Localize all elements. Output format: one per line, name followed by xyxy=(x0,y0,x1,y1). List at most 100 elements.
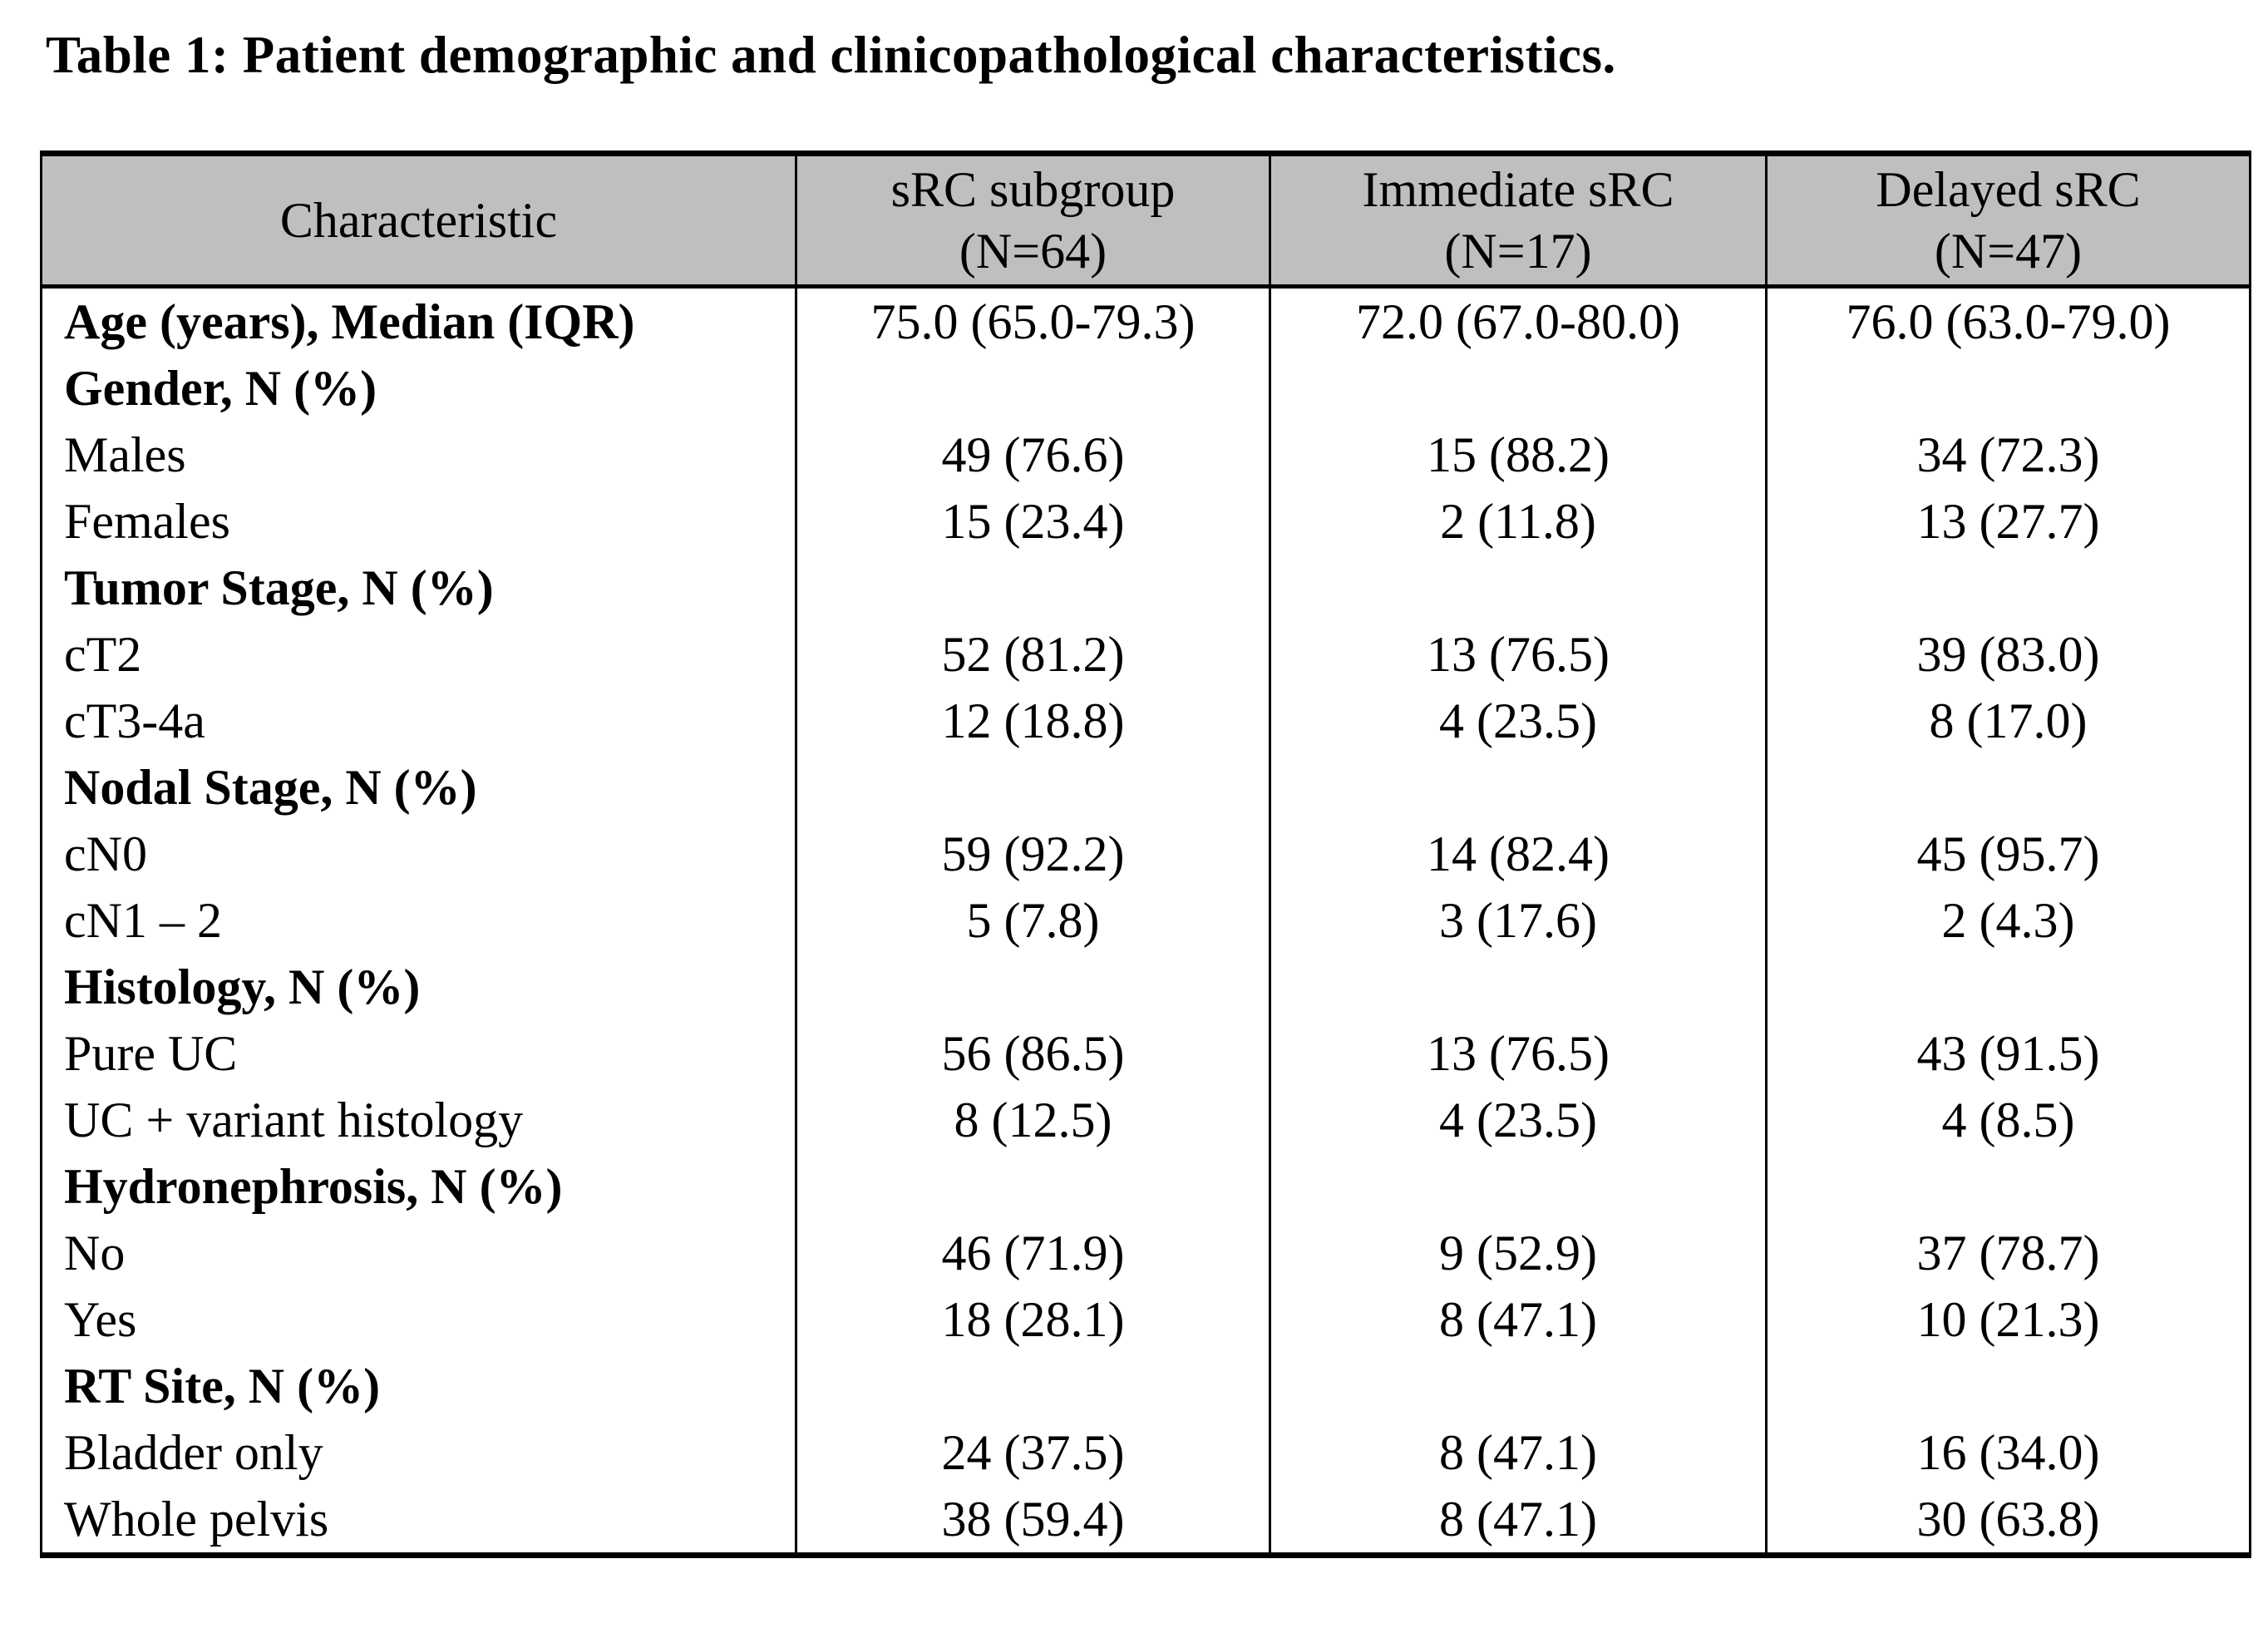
row-label: UC + variant histology xyxy=(64,1093,524,1147)
table-row: Age (years), Median (IQR) 75.0 (65.0-79.3… xyxy=(42,286,2251,355)
cell-value: 24 (37.5) xyxy=(795,1419,1270,1486)
cell-value: 76.0 (63.0-79.0) xyxy=(1765,286,2251,355)
column-header-count: (N=64) xyxy=(959,224,1107,279)
cell-value xyxy=(795,555,1270,621)
row-label: cN1 – 2 xyxy=(64,893,222,948)
table-row: Bladder only 24 (37.5) 8 (47.1) 16 (34.0) xyxy=(42,1419,2251,1486)
cell-value xyxy=(1765,355,2251,422)
cell-value: 8 (47.1) xyxy=(1269,1486,1767,1556)
table-header: Characteristic sRC subgroup (N=64) Immediat… xyxy=(41,153,2251,289)
cell-value: 34 (72.3) xyxy=(1765,422,2251,488)
row-label: Females xyxy=(64,494,230,549)
table-row: Nodal Stage, N (%) xyxy=(42,754,2251,821)
row-label: cT3-4a xyxy=(64,693,205,748)
cell-value xyxy=(795,954,1270,1020)
row-label: cN0 xyxy=(64,826,147,881)
cell-value xyxy=(1269,1153,1767,1220)
column-header-label: Immediate sRC xyxy=(1362,162,1674,217)
row-label: Age (years), Median (IQR) xyxy=(64,294,635,349)
column-header-label: sRC subgroup xyxy=(890,162,1176,217)
table-row: Gender, N (%) xyxy=(42,355,2251,422)
row-label: Yes xyxy=(64,1292,137,1347)
cell-value: 2 (11.8) xyxy=(1269,488,1767,555)
table-row: cN1 – 2 5 (7.8) 3 (17.6) 2 (4.3) xyxy=(42,887,2251,954)
row-label: Nodal Stage, N (%) xyxy=(64,760,477,815)
cell-value: 2 (4.3) xyxy=(1765,887,2251,954)
table-row: cT3-4a 12 (18.8) 4 (23.5) 8 (17.0) xyxy=(42,688,2251,754)
cell-value: 30 (63.8) xyxy=(1765,1486,2251,1556)
cell-value: 75.0 (65.0-79.3) xyxy=(795,286,1270,355)
row-label: Whole pelvis xyxy=(64,1492,329,1547)
column-header: Immediate sRC (N=17) xyxy=(1269,153,1767,289)
cell-value xyxy=(1269,355,1767,422)
cell-value xyxy=(1269,754,1767,821)
column-header: Delayed sRC (N=47) xyxy=(1765,153,2251,289)
cell-value: 37 (78.7) xyxy=(1765,1220,2251,1286)
table-row: Pure UC 56 (86.5) 13 (76.5) 43 (91.5) xyxy=(42,1020,2251,1087)
cell-value xyxy=(795,1153,1270,1220)
table-row: Tumor Stage, N (%) xyxy=(42,555,2251,621)
row-label: RT Site, N (%) xyxy=(64,1359,381,1413)
row-label: Hydronephrosis, N (%) xyxy=(64,1159,563,1214)
row-label: cT2 xyxy=(64,627,142,682)
table-row: Females 15 (23.4) 2 (11.8) 13 (27.7) xyxy=(42,488,2251,555)
cell-value: 5 (7.8) xyxy=(795,887,1270,954)
table-row: cT2 52 (81.2) 13 (76.5) 39 (83.0) xyxy=(42,621,2251,688)
table-row: RT Site, N (%) xyxy=(42,1353,2251,1419)
row-label: Pure UC xyxy=(64,1026,238,1081)
cell-value: 43 (91.5) xyxy=(1765,1020,2251,1087)
cell-value: 16 (34.0) xyxy=(1765,1419,2251,1486)
cell-value: 15 (23.4) xyxy=(795,488,1270,555)
column-header-label: Characteristic xyxy=(279,193,558,248)
table-caption: Table 1: Patient demographic and clinico… xyxy=(46,26,1616,84)
table-row: Males 49 (76.6) 15 (88.2) 34 (72.3) xyxy=(42,422,2251,488)
cell-value xyxy=(1269,954,1767,1020)
cell-value xyxy=(1269,555,1767,621)
row-label: No xyxy=(64,1226,126,1280)
header-row: Characteristic sRC subgroup (N=64) Immediat… xyxy=(41,153,2251,289)
row-label: Tumor Stage, N (%) xyxy=(64,560,494,615)
cell-value: 8 (47.1) xyxy=(1269,1286,1767,1353)
cell-value: 39 (83.0) xyxy=(1765,621,2251,688)
cell-value: 4 (23.5) xyxy=(1269,688,1767,754)
cell-value: 15 (88.2) xyxy=(1269,422,1767,488)
characteristics-table: Characteristic sRC subgroup (N=64) Immediat… xyxy=(40,150,2251,1558)
table-row: Histology, N (%) xyxy=(42,954,2251,1020)
cell-value: 13 (27.7) xyxy=(1765,488,2251,555)
table-row: Yes 18 (28.1) 8 (47.1) 10 (21.3) xyxy=(42,1286,2251,1353)
column-header-label: Delayed sRC xyxy=(1876,162,2141,217)
cell-value: 4 (23.5) xyxy=(1269,1087,1767,1153)
cell-value: 52 (81.2) xyxy=(795,621,1270,688)
cell-value xyxy=(795,1353,1270,1419)
cell-value: 10 (21.3) xyxy=(1765,1286,2251,1353)
cell-value: 13 (76.5) xyxy=(1269,1020,1767,1087)
cell-value: 49 (76.6) xyxy=(795,422,1270,488)
cell-value: 72.0 (67.0-80.0) xyxy=(1269,286,1767,355)
column-header-count: (N=47) xyxy=(1934,224,2083,279)
cell-value xyxy=(1765,1153,2251,1220)
cell-value: 8 (47.1) xyxy=(1269,1419,1767,1486)
cell-value: 12 (18.8) xyxy=(795,688,1270,754)
table-row: UC + variant histology 8 (12.5) 4 (23.5) 4 … xyxy=(42,1087,2251,1153)
column-header: Characteristic xyxy=(41,153,796,289)
cell-value xyxy=(795,754,1270,821)
cell-value: 45 (95.7) xyxy=(1765,821,2251,887)
table-row: Hydronephrosis, N (%) xyxy=(42,1153,2251,1220)
cell-value: 9 (52.9) xyxy=(1269,1220,1767,1286)
cell-value: 3 (17.6) xyxy=(1269,887,1767,954)
column-header-count: (N=17) xyxy=(1444,224,1592,279)
cell-value: 8 (17.0) xyxy=(1765,688,2251,754)
cell-value xyxy=(1765,1353,2251,1419)
row-label: Bladder only xyxy=(64,1425,323,1480)
cell-value: 59 (92.2) xyxy=(795,821,1270,887)
row-label: Males xyxy=(64,427,186,482)
row-label: Gender, N (%) xyxy=(64,361,377,416)
cell-value xyxy=(1269,1353,1767,1419)
row-label: Histology, N (%) xyxy=(64,960,421,1014)
column-header: sRC subgroup (N=64) xyxy=(795,153,1270,289)
cell-value xyxy=(1765,954,2251,1020)
cell-value xyxy=(1765,555,2251,621)
cell-value: 18 (28.1) xyxy=(795,1286,1270,1353)
cell-value: 14 (82.4) xyxy=(1269,821,1767,887)
cell-value: 4 (8.5) xyxy=(1765,1087,2251,1153)
